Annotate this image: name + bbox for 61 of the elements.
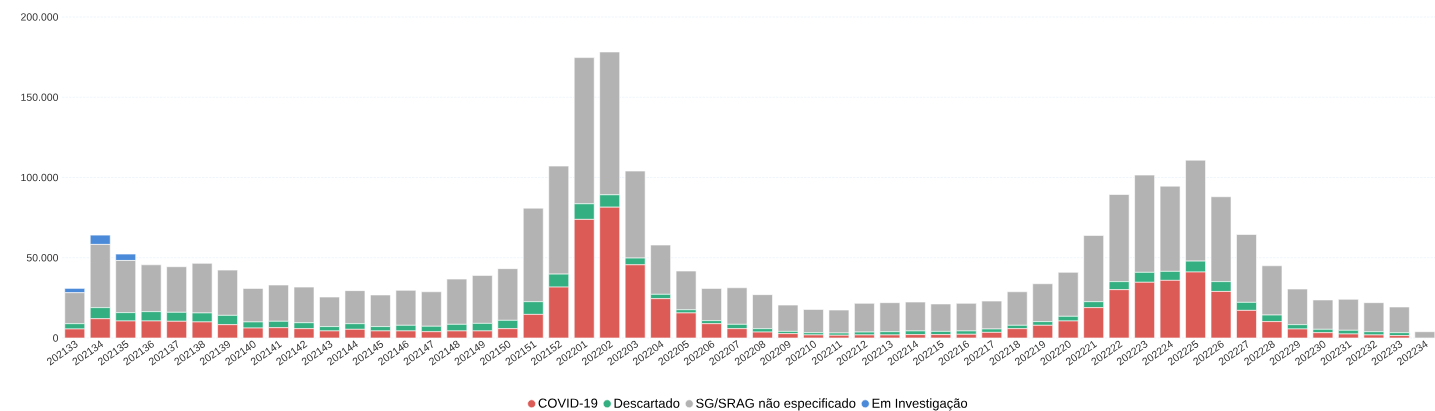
bar [1338, 299, 1359, 331]
bar [472, 275, 493, 324]
bar [1006, 291, 1028, 326]
bar [650, 298, 671, 339]
bar [1287, 328, 1308, 339]
bar [1057, 320, 1079, 339]
bar [752, 331, 773, 339]
bar [777, 333, 799, 339]
bar [370, 330, 391, 339]
bar [140, 264, 162, 312]
bar [956, 333, 977, 339]
y-tick-label: 100.000 [21, 173, 59, 182]
bar [981, 332, 1003, 339]
bar [217, 269, 238, 316]
bar [701, 323, 722, 339]
bar [599, 51, 620, 196]
bar [1032, 283, 1054, 322]
y-tick-label: 0 [53, 334, 59, 342]
bar [319, 330, 340, 339]
bar [497, 268, 519, 321]
bar [1338, 333, 1359, 339]
bar [1057, 272, 1079, 317]
bar [1006, 328, 1028, 339]
bar [1083, 235, 1104, 303]
bar [803, 309, 824, 333]
bar [675, 312, 697, 339]
bar [905, 334, 926, 339]
bar [726, 328, 748, 339]
bar [522, 207, 544, 303]
bar [1032, 325, 1054, 339]
bar [650, 244, 671, 295]
bar [89, 244, 111, 308]
bar [1287, 288, 1308, 325]
legend-label: Descartado [614, 398, 680, 408]
y-tick-label: 200.000 [21, 13, 59, 21]
bar [548, 165, 570, 275]
bar [1312, 332, 1334, 339]
legend-label: Em Investigação [872, 398, 968, 411]
y-tick-label: 50.000 [26, 254, 59, 262]
bar [930, 303, 952, 332]
bar [905, 330, 926, 335]
bar [701, 288, 722, 321]
bar [319, 296, 340, 327]
bar [930, 334, 952, 339]
bar [89, 234, 111, 245]
bar [115, 260, 136, 313]
bar [1236, 234, 1257, 303]
bar [446, 278, 468, 325]
bar [752, 294, 773, 329]
bar [370, 294, 391, 327]
bar [268, 284, 289, 322]
bar [64, 292, 86, 324]
legend-label: SG/SRAG não especificado [696, 398, 856, 411]
legend-label: COVID-19 [538, 398, 598, 408]
bar [1185, 159, 1206, 262]
bar [1134, 174, 1155, 273]
y-tick-label: 150.000 [21, 93, 59, 101]
bar [573, 57, 595, 205]
bar [956, 330, 977, 335]
bar [421, 291, 442, 327]
bar [166, 266, 187, 313]
